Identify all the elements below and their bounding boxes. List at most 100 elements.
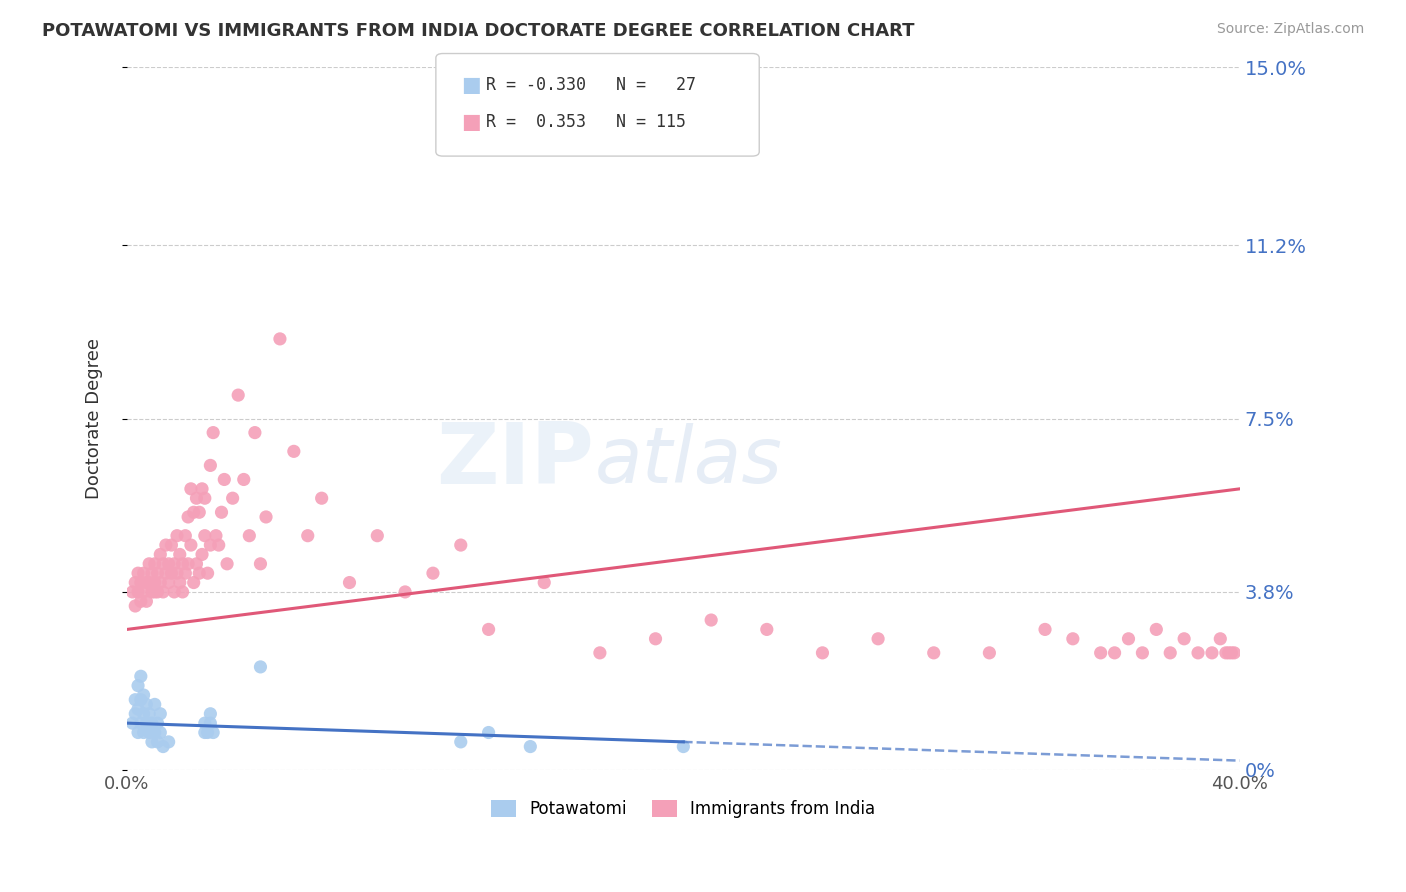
Point bbox=[200, 458, 222, 473]
Point bbox=[174, 566, 197, 581]
Point bbox=[533, 575, 555, 590]
Point bbox=[1173, 632, 1195, 646]
Point bbox=[132, 566, 155, 581]
Point bbox=[249, 557, 271, 571]
Point bbox=[1118, 632, 1140, 646]
Text: R = -0.330   N =   27: R = -0.330 N = 27 bbox=[486, 76, 696, 94]
Point bbox=[1187, 646, 1209, 660]
Point bbox=[217, 557, 239, 571]
Point bbox=[1144, 623, 1167, 637]
Point bbox=[208, 538, 231, 552]
Point bbox=[135, 575, 157, 590]
Point bbox=[141, 735, 163, 749]
Point bbox=[121, 585, 143, 599]
Point bbox=[450, 735, 472, 749]
Point bbox=[135, 698, 157, 712]
Point bbox=[1033, 623, 1056, 637]
Text: atlas: atlas bbox=[595, 423, 782, 499]
Point bbox=[183, 575, 205, 590]
Point bbox=[700, 613, 723, 627]
Point bbox=[124, 692, 146, 706]
Point bbox=[1215, 646, 1237, 660]
Point bbox=[672, 739, 695, 754]
Text: ■: ■ bbox=[461, 112, 481, 132]
Point bbox=[226, 388, 249, 402]
Point bbox=[172, 557, 194, 571]
Point bbox=[132, 688, 155, 702]
Point bbox=[589, 646, 612, 660]
Point bbox=[249, 660, 271, 674]
Point bbox=[135, 594, 157, 608]
Point bbox=[177, 557, 200, 571]
Point bbox=[311, 491, 333, 506]
Point bbox=[146, 735, 169, 749]
Point bbox=[127, 585, 149, 599]
Point bbox=[232, 473, 254, 487]
Point bbox=[146, 585, 169, 599]
Point bbox=[188, 566, 211, 581]
Point bbox=[172, 585, 194, 599]
Point bbox=[132, 725, 155, 739]
Point bbox=[422, 566, 444, 581]
Point bbox=[127, 679, 149, 693]
Point bbox=[129, 575, 152, 590]
Point bbox=[166, 529, 188, 543]
Point bbox=[174, 529, 197, 543]
Point bbox=[124, 575, 146, 590]
Point bbox=[191, 482, 214, 496]
Point bbox=[1209, 632, 1232, 646]
Text: POTAWATOMI VS IMMIGRANTS FROM INDIA DOCTORATE DEGREE CORRELATION CHART: POTAWATOMI VS IMMIGRANTS FROM INDIA DOCT… bbox=[42, 22, 915, 40]
Point bbox=[143, 585, 166, 599]
Point bbox=[811, 646, 834, 660]
Point bbox=[339, 575, 361, 590]
Point bbox=[202, 425, 225, 440]
Point bbox=[186, 491, 208, 506]
Point bbox=[194, 716, 217, 731]
Point bbox=[755, 623, 778, 637]
Point bbox=[143, 557, 166, 571]
Point bbox=[155, 566, 177, 581]
Point bbox=[129, 716, 152, 731]
Point bbox=[238, 529, 260, 543]
Point bbox=[149, 548, 172, 562]
Point bbox=[138, 725, 160, 739]
Text: R =  0.353   N = 115: R = 0.353 N = 115 bbox=[486, 113, 686, 131]
Point bbox=[146, 566, 169, 581]
Point bbox=[478, 623, 501, 637]
Point bbox=[183, 505, 205, 519]
Point bbox=[163, 557, 186, 571]
Point bbox=[138, 557, 160, 571]
Point bbox=[922, 646, 945, 660]
Point bbox=[394, 585, 416, 599]
Point bbox=[127, 566, 149, 581]
Point bbox=[169, 575, 191, 590]
Point bbox=[157, 575, 180, 590]
Point bbox=[200, 706, 222, 721]
Point bbox=[188, 505, 211, 519]
Point bbox=[254, 510, 277, 524]
Point bbox=[152, 585, 174, 599]
Point bbox=[269, 332, 291, 346]
Point bbox=[519, 739, 541, 754]
Point bbox=[200, 538, 222, 552]
Point bbox=[1132, 646, 1154, 660]
Text: ZIP: ZIP bbox=[437, 419, 595, 502]
Point bbox=[160, 538, 183, 552]
Point bbox=[157, 735, 180, 749]
Point bbox=[205, 529, 228, 543]
Point bbox=[868, 632, 890, 646]
Point bbox=[283, 444, 305, 458]
Point bbox=[1201, 646, 1223, 660]
Point bbox=[194, 491, 217, 506]
Point bbox=[129, 692, 152, 706]
Point bbox=[127, 725, 149, 739]
Point bbox=[297, 529, 319, 543]
Point bbox=[478, 725, 501, 739]
Point bbox=[141, 585, 163, 599]
Point bbox=[979, 646, 1001, 660]
Point bbox=[157, 557, 180, 571]
Point bbox=[243, 425, 266, 440]
Text: ■: ■ bbox=[461, 75, 481, 95]
Point bbox=[138, 575, 160, 590]
Point bbox=[194, 725, 217, 739]
